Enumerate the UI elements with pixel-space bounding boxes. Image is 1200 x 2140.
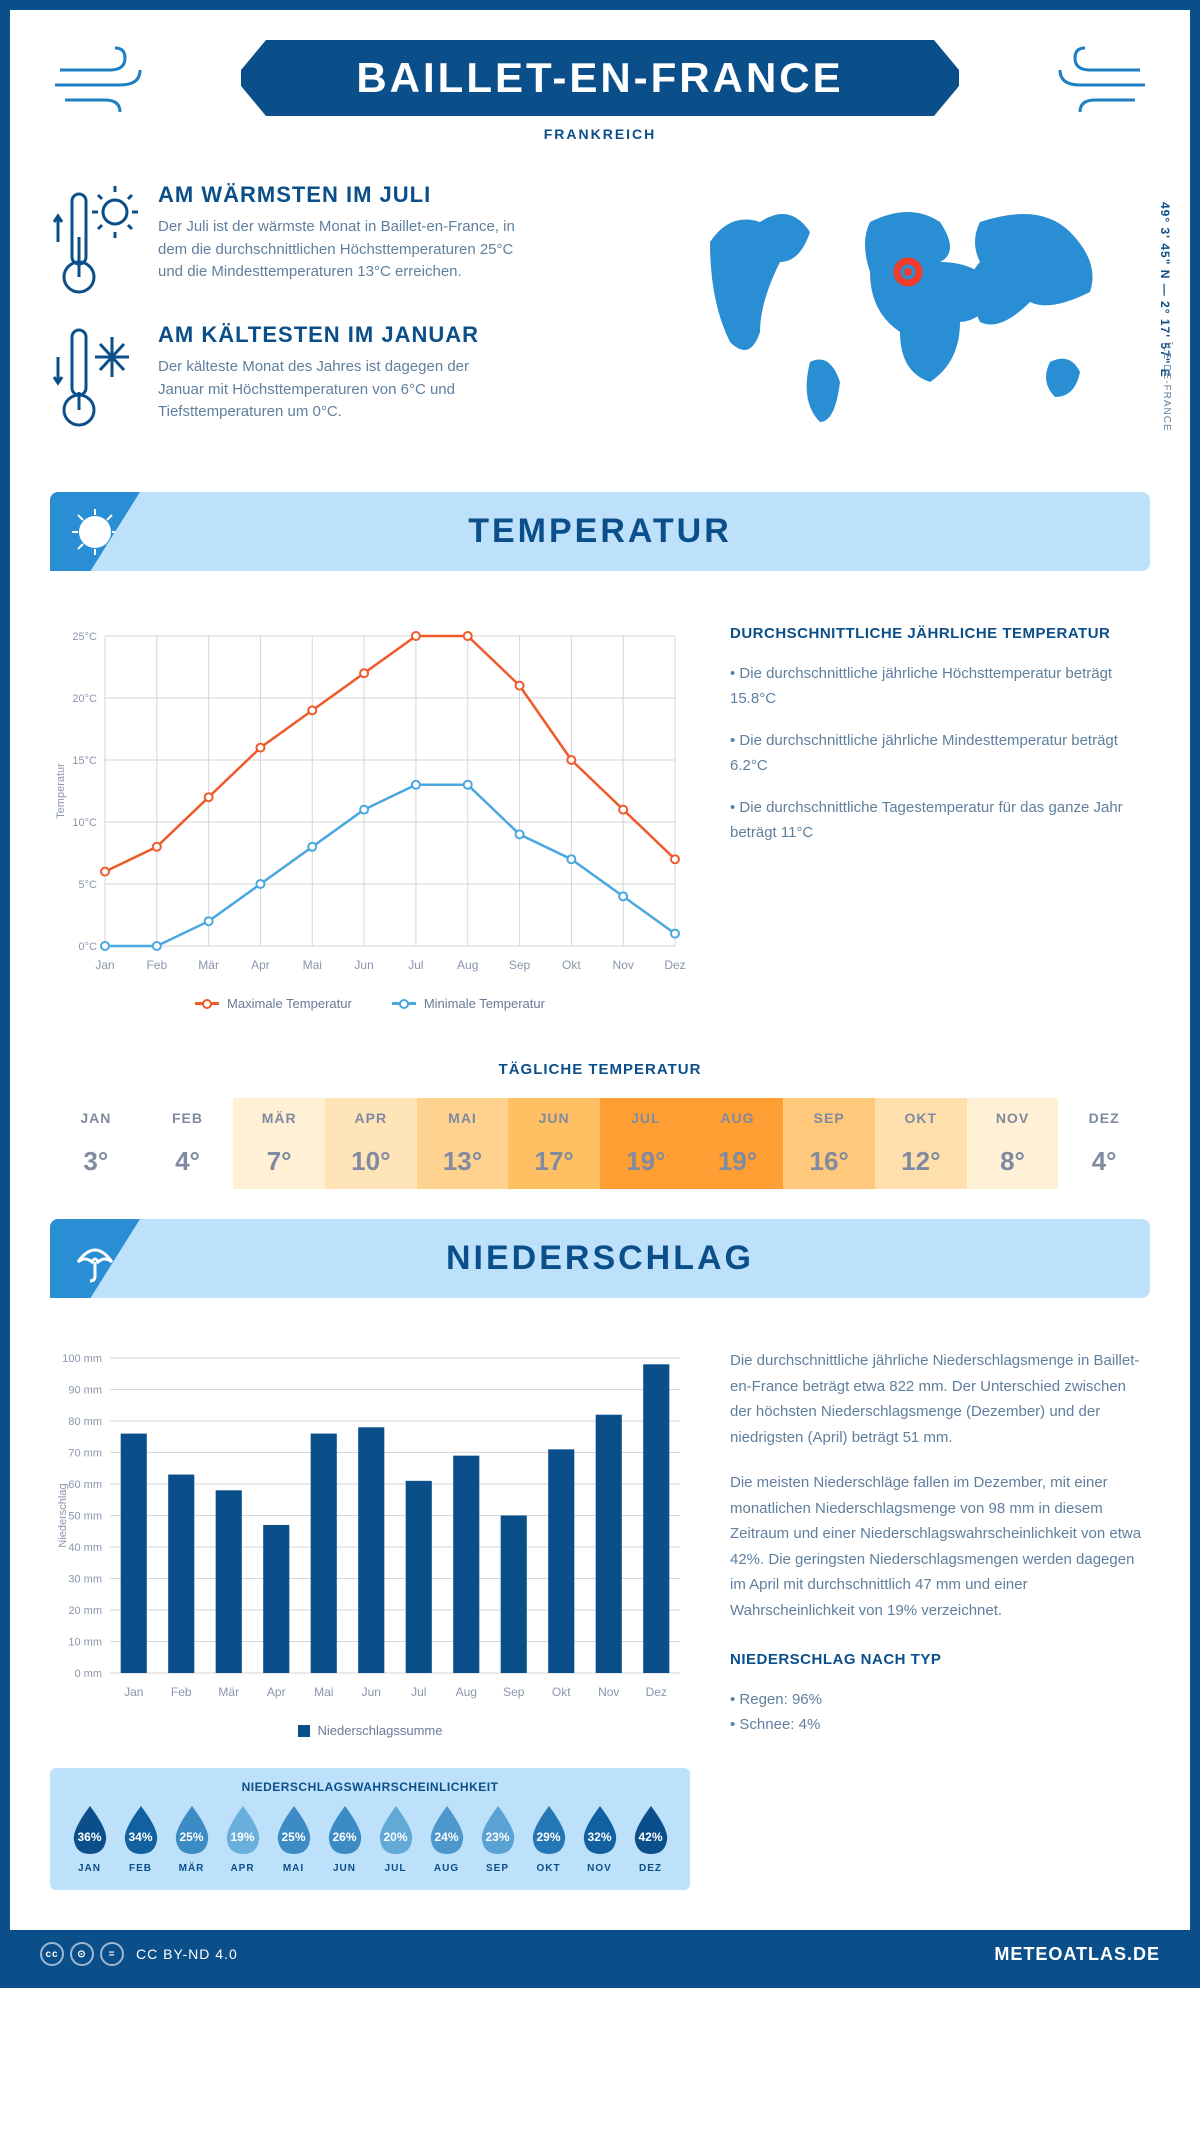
svg-text:25°C: 25°C [72, 631, 97, 643]
cc-icons: cc⊙= [40, 1942, 124, 1966]
wind-icon [50, 40, 170, 120]
by-type-list: • Regen: 96%• Schnee: 4% [730, 1687, 1150, 1738]
svg-text:Sep: Sep [503, 1685, 525, 1699]
svg-text:Niederschlag: Niederschlag [57, 1483, 69, 1547]
svg-text:50 mm: 50 mm [68, 1511, 102, 1523]
probability-drops: 36%JAN34%FEB25%MÄR19%APR25%MAI26%JUN20%J… [66, 1804, 674, 1874]
svg-text:Jan: Jan [95, 958, 114, 972]
svg-text:Temperatur: Temperatur [55, 763, 67, 819]
precip-paragraphs: Die durchschnittliche jährliche Niedersc… [730, 1348, 1150, 1623]
svg-text:Aug: Aug [456, 1685, 477, 1699]
svg-text:Jul: Jul [411, 1685, 426, 1699]
svg-text:Mär: Mär [218, 1685, 239, 1699]
svg-text:15°C: 15°C [72, 755, 97, 767]
region-name: ÎLE-DE-FRANCE [1161, 342, 1172, 432]
svg-text:0 mm: 0 mm [75, 1668, 103, 1680]
temp-legend: Maximale Temperatur Minimale Temperatur [50, 996, 690, 1011]
coldest-text: Der kälteste Monat des Jahres ist dagege… [158, 356, 518, 424]
daily-temp-title: TÄGLICHE TEMPERATUR [50, 1061, 1150, 1078]
svg-text:80 mm: 80 mm [68, 1416, 102, 1428]
svg-text:Apr: Apr [251, 958, 270, 972]
temp-side-title: DURCHSCHNITTLICHE JÄHRLICHE TEMPERATUR [730, 621, 1150, 647]
svg-text:Aug: Aug [457, 958, 478, 972]
daily-temp-grid: JAN3°FEB4°MÄR7°APR10°MAI13°JUN17°JUL19°A… [50, 1098, 1150, 1189]
temperature-banner: TEMPERATUR [50, 492, 1150, 571]
warmest-title: AM WÄRMSTEN IM JULI [158, 182, 518, 208]
svg-text:30 mm: 30 mm [68, 1574, 102, 1586]
license-text: CC BY-ND 4.0 [136, 1946, 238, 1962]
svg-text:40 mm: 40 mm [68, 1542, 102, 1554]
svg-text:Apr: Apr [267, 1685, 286, 1699]
svg-text:20°C: 20°C [72, 693, 97, 705]
temperature-chart: 0°C 5°C 10°C 15°C 20°C 25°C Jan Feb Mär Apr Mai Jun… [50, 621, 690, 1011]
sun-icon [50, 492, 140, 571]
site-name: METEOATLAS.DE [994, 1944, 1160, 1965]
coldest-title: AM KÄLTESTEN IM JANUAR [158, 322, 518, 348]
svg-text:90 mm: 90 mm [68, 1385, 102, 1397]
city-ribbon: BAILLET-EN-FRANCE [266, 40, 933, 116]
svg-text:Feb: Feb [171, 1685, 192, 1699]
svg-text:Sep: Sep [509, 958, 531, 972]
probability-title: NIEDERSCHLAGSWAHRSCHEINLICHKEIT [66, 1780, 674, 1794]
svg-text:10 mm: 10 mm [68, 1637, 102, 1649]
warmest-block: AM WÄRMSTEN IM JULI Der Juli ist der wär… [50, 182, 660, 302]
footer: cc⊙= CC BY-ND 4.0 METEOATLAS.DE [10, 1930, 1190, 1978]
svg-text:Dez: Dez [646, 1685, 667, 1699]
thermometer-snow-icon [50, 322, 140, 432]
warmest-text: Der Juli ist der wärmste Monat in Baille… [158, 216, 518, 284]
by-type-title: NIEDERSCHLAG NACH TYP [730, 1647, 1150, 1673]
precipitation-chart: 0 mm 10 mm 20 mm 30 mm 40 mm 50 mm 60 mm 70 mm 8… [50, 1348, 690, 1890]
svg-text:20 mm: 20 mm [68, 1605, 102, 1617]
svg-text:Okt: Okt [552, 1685, 571, 1699]
svg-text:Dez: Dez [664, 958, 685, 972]
country-name: FRANKREICH [50, 126, 1150, 142]
svg-text:10°C: 10°C [72, 817, 97, 829]
svg-text:Mär: Mär [198, 958, 219, 972]
svg-text:0°C: 0°C [79, 941, 98, 953]
svg-text:Mai: Mai [314, 1685, 333, 1699]
svg-text:Feb: Feb [146, 958, 167, 972]
intro-row: AM WÄRMSTEN IM JULI Der Juli ist der wär… [50, 182, 1150, 452]
svg-text:Nov: Nov [598, 1685, 619, 1699]
header: BAILLET-EN-FRANCE FRANKREICH [50, 40, 1150, 142]
svg-text:Nov: Nov [613, 958, 634, 972]
svg-text:Jan: Jan [124, 1685, 143, 1699]
svg-text:Jul: Jul [408, 958, 423, 972]
thermometer-sun-icon [50, 182, 140, 302]
svg-text:100 mm: 100 mm [62, 1353, 102, 1365]
wind-icon [1030, 40, 1150, 120]
precip-legend: Niederschlagssumme [50, 1723, 690, 1738]
svg-text:60 mm: 60 mm [68, 1479, 102, 1491]
svg-text:Jun: Jun [362, 1685, 381, 1699]
infographic-frame: BAILLET-EN-FRANCE FRANKREICH AM WÄRMSTEN… [0, 0, 1200, 1988]
temp-bullets: • Die durchschnittliche jährliche Höchst… [730, 661, 1150, 846]
coldest-block: AM KÄLTESTEN IM JANUAR Der kälteste Mona… [50, 322, 660, 432]
probability-panel: NIEDERSCHLAGSWAHRSCHEINLICHKEIT 36%JAN34… [50, 1768, 690, 1890]
umbrella-icon [50, 1219, 140, 1298]
world-map: 49° 3' 45" N — 2° 17' 57" E ÎLE-DE-FRANC… [690, 182, 1150, 452]
svg-text:Jun: Jun [354, 958, 373, 972]
svg-text:Okt: Okt [562, 958, 581, 972]
city-name: BAILLET-EN-FRANCE [356, 54, 843, 102]
svg-text:Mai: Mai [303, 958, 322, 972]
svg-text:5°C: 5°C [79, 879, 98, 891]
svg-text:70 mm: 70 mm [68, 1448, 102, 1460]
precipitation-banner: NIEDERSCHLAG [50, 1219, 1150, 1298]
